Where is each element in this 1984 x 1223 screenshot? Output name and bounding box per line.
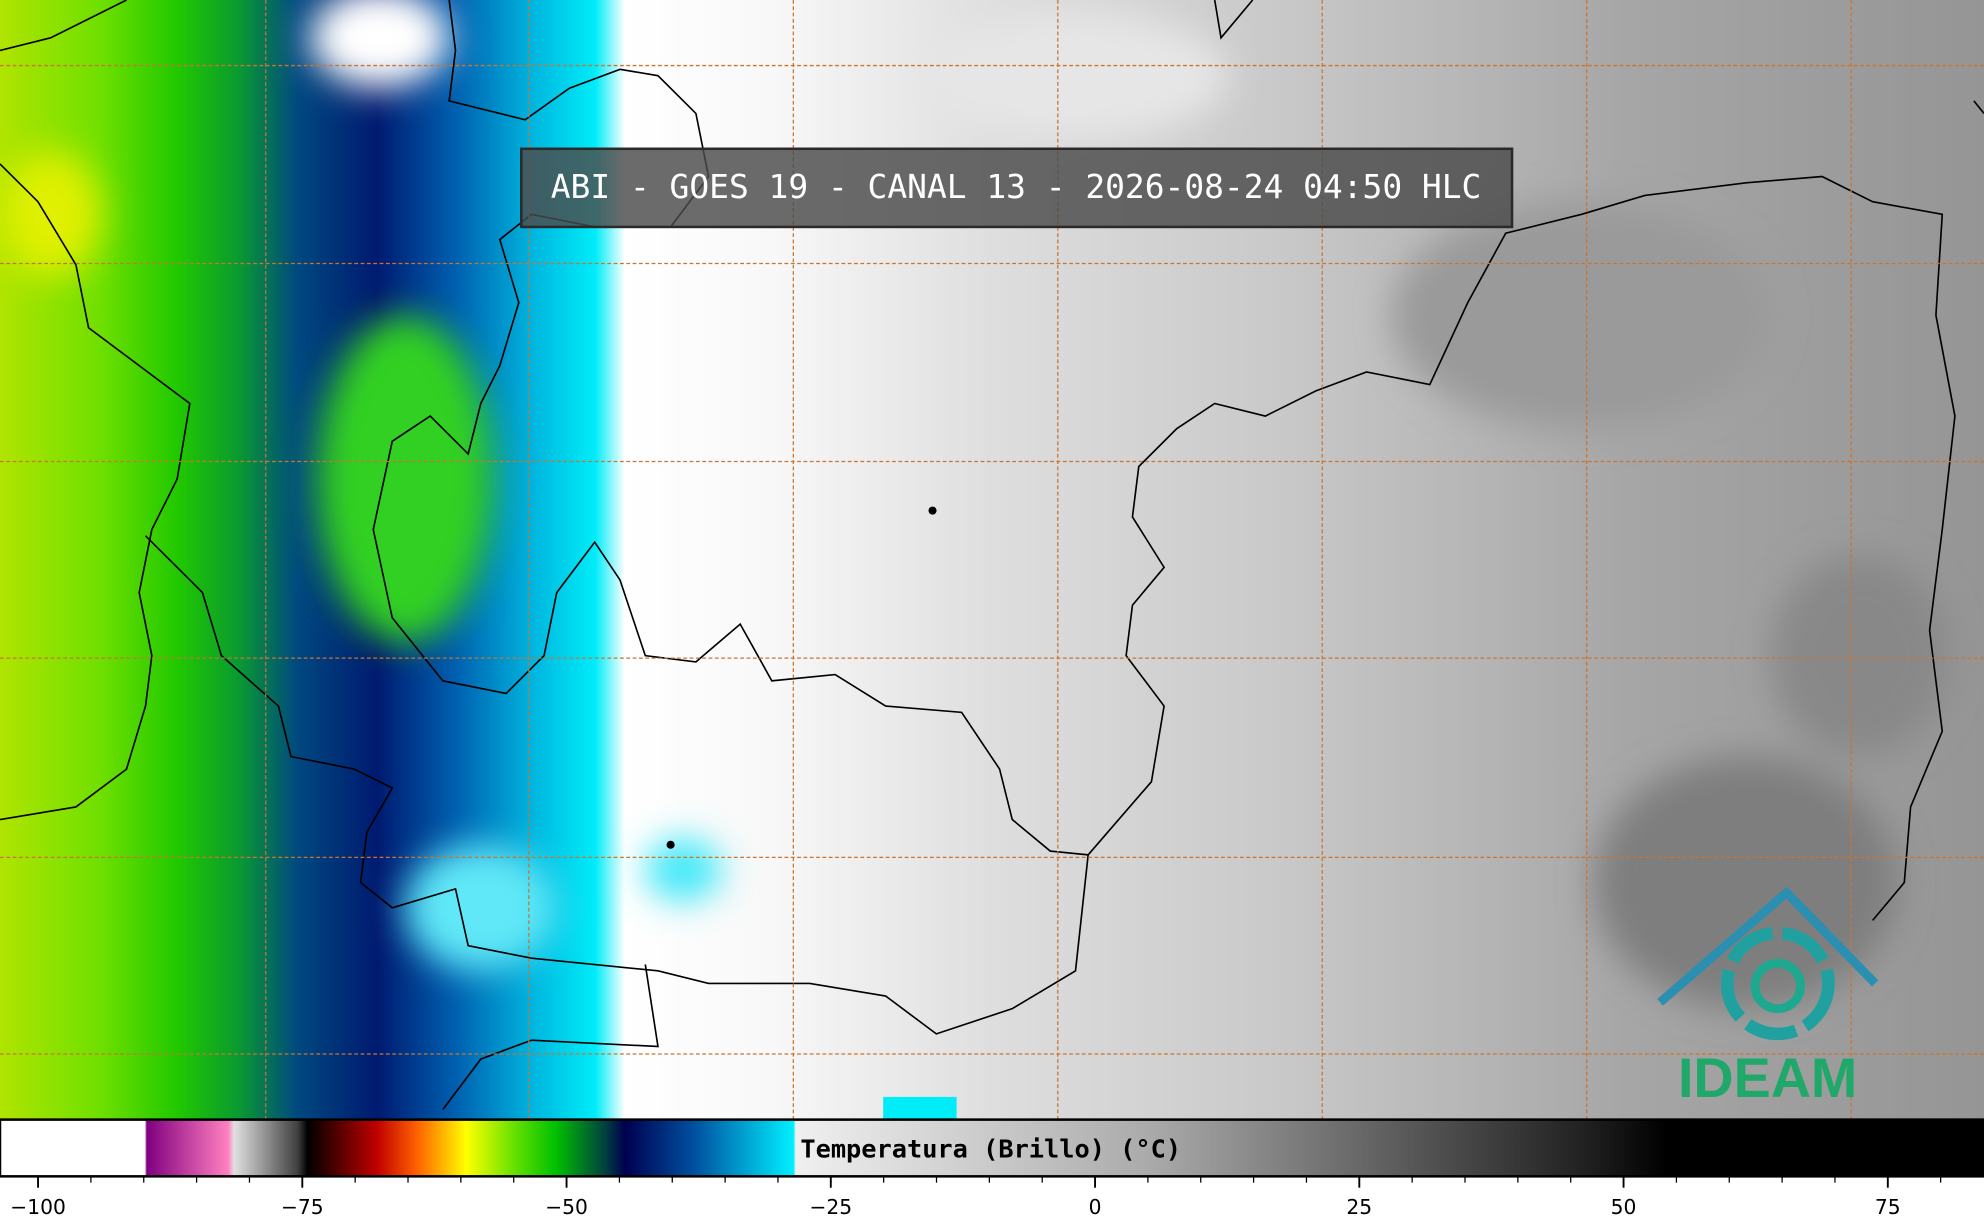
tick-label: −50 [545,1195,588,1219]
colorbar-label: Temperatura (Brillo) (°C) [800,1134,1181,1163]
tick-label: 75 [1875,1195,1901,1219]
tick-label: 0 [1089,1195,1102,1219]
title: ABI - GOES 19 - CANAL 13 - 2026-08-24 04… [551,168,1482,206]
tick-label: −100 [10,1195,66,1219]
borders [0,0,1984,1111]
title-box: ABI - GOES 19 - CANAL 13 - 2026-08-24 04… [520,147,1514,229]
tick-label: −75 [281,1195,324,1219]
tick-label: 25 [1346,1195,1372,1219]
logo-text: IDEAM [1678,1047,1857,1109]
logo: IDEAM [1657,886,1879,1109]
tick-label: −25 [809,1195,852,1219]
colorbar: Temperatura (Brillo) (°C) −100 −75 −50 −25 0… [0,1118,1984,1219]
tick-label: 50 [1611,1195,1637,1219]
grid-lines [0,0,1984,1120]
